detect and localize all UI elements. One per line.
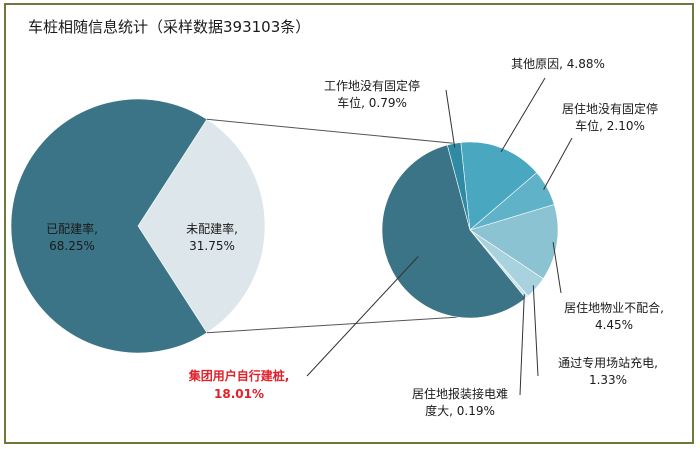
leader-line-3 (532, 285, 539, 377)
highlight-label: 集团用户自行建桩, (188, 368, 290, 383)
connector-line-top (206, 118, 455, 144)
right-slice-label-1-line-0: 居住地没有固定停 (562, 101, 658, 116)
right-slice-label-3-line-1: 1.33% (589, 373, 627, 387)
right-slice-label-2-line-0: 居住地物业不配合, (564, 300, 664, 315)
right-slice-label-6-line-1: 车位, 0.79% (337, 95, 407, 110)
right-slice-label-1-line-1: 车位, 2.10% (575, 118, 645, 133)
slice-labels: 已配建率, 68.25% 未配建率, 31.75% 其他原因, 4.88% 居住地没有固定… (46, 57, 664, 418)
left-slice-value-1: 31.75% (189, 239, 235, 253)
left-slice-label-0: 已配建率, (46, 221, 98, 236)
connector-lines (206, 118, 458, 334)
right-slice-label-4-line-1: 度大, 0.19% (425, 403, 495, 418)
left-pie-slice-1 (137, 118, 266, 334)
right-slice-label-6-line-0: 工作地没有固定停 (324, 78, 420, 93)
right-slice-label-3-line-0: 通过专用场站充电, (558, 355, 658, 370)
leader-line-6 (445, 89, 456, 148)
left-slice-value-0: 68.25% (49, 239, 95, 253)
chart-title: 车桩相随信息统计（采样数据393103条） (28, 18, 311, 36)
leader-line-1 (543, 137, 573, 190)
right-pie-slice-5 (381, 144, 527, 319)
left-pie-slice-0 (10, 98, 208, 354)
highlight-value: 18.01% (214, 387, 264, 401)
right-slice-label-2-line-1: 4.45% (595, 318, 633, 332)
right-pie (381, 141, 559, 319)
leader-line-0 (500, 77, 546, 153)
right-pie-slice-2 (469, 204, 559, 280)
leader-line-5 (306, 256, 419, 377)
leader-line-4 (519, 294, 525, 396)
leader-line-2 (552, 242, 562, 294)
leader-lines (306, 77, 573, 396)
right-slice-label-4-line-0: 居住地报装接电难 (412, 386, 508, 401)
right-slice-label-0-line-0: 其他原因, 4.88% (511, 57, 605, 71)
connector-line-bottom (206, 316, 458, 334)
left-pie (10, 98, 266, 354)
right-pie-slice-0 (460, 141, 538, 231)
left-slice-label-1: 未配建率, (186, 221, 238, 236)
